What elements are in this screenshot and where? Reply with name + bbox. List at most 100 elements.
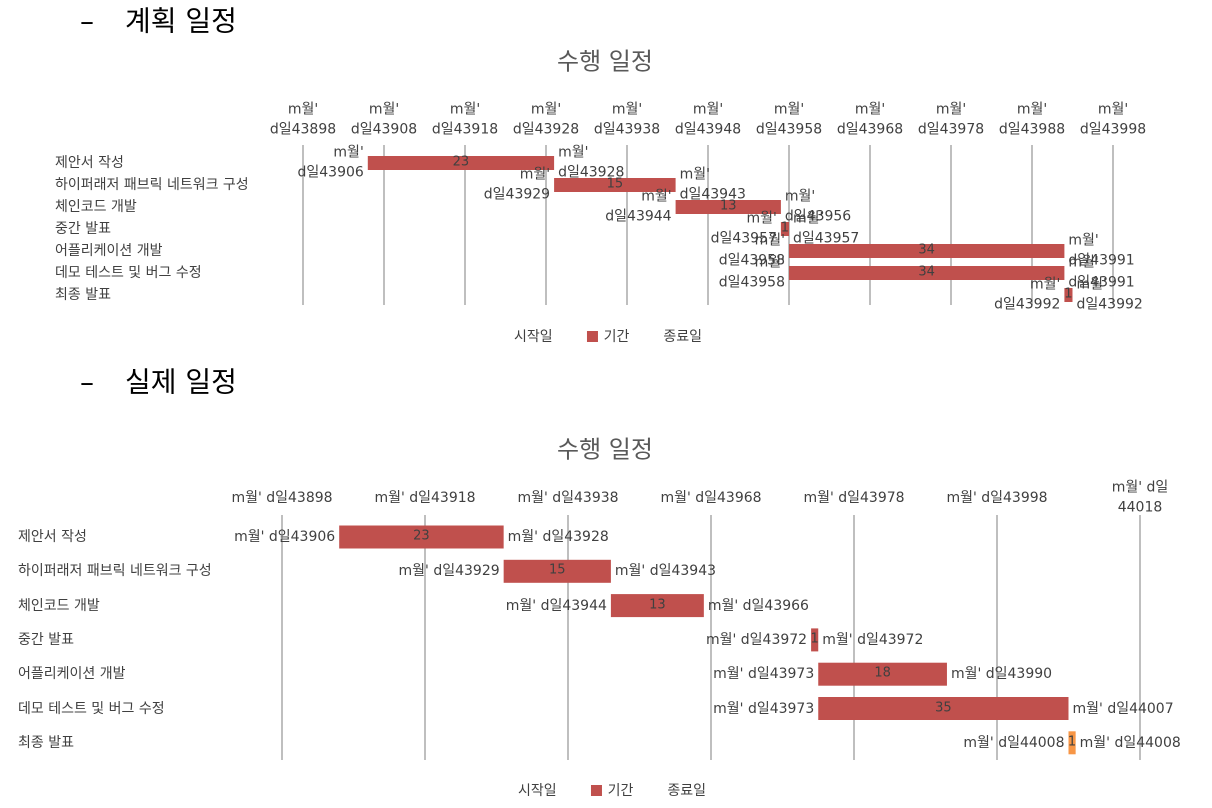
legend-swatch xyxy=(590,784,602,796)
start-segment xyxy=(302,222,781,236)
x-tick-label: m월' d일43928 xyxy=(512,101,580,138)
category-label: 데모 테스트 및 버그 수정 xyxy=(55,264,202,281)
end-label: m월' d일43928 xyxy=(507,528,609,545)
duration-label: 23 xyxy=(413,528,430,544)
end-label: m월' d일43990 xyxy=(950,666,1053,683)
heading-marker: – xyxy=(80,4,94,38)
duration-label: 23 xyxy=(452,154,470,170)
legend: 시작일 기간 종료일 xyxy=(514,326,730,346)
duration-label: 15 xyxy=(606,176,624,192)
heading: 계획 일정 xyxy=(125,4,237,38)
x-tick-label: m월' d일44018 xyxy=(1111,479,1169,516)
x-tick-label: m월' d일43938 xyxy=(517,489,619,506)
duration-label: 1 xyxy=(1067,734,1077,750)
end-label: m월' d일43991 xyxy=(1068,254,1135,291)
duration-label: 1 xyxy=(780,220,790,236)
end-label: m월' d일43943 xyxy=(614,563,717,580)
duration-bar xyxy=(554,178,676,192)
category-label: 체인코드 개발 xyxy=(55,198,137,215)
x-tick-label: m월' d일43958 xyxy=(755,101,823,138)
duration-label: 34 xyxy=(918,242,935,258)
chart-title: 수행 일정 xyxy=(557,435,653,464)
x-tick-label: m월' d일43898 xyxy=(269,101,337,138)
x-tick-label: m월' d일43918 xyxy=(431,101,499,138)
x-tick-label: m월' d일43968 xyxy=(660,489,762,506)
legend-label: 기간 xyxy=(607,783,634,799)
category-label: 제안서 작성 xyxy=(18,528,87,545)
duration-label: 15 xyxy=(548,562,566,578)
duration-label: 18 xyxy=(874,665,891,681)
duration-bar xyxy=(818,697,1069,720)
legend-label: 시작일 xyxy=(513,329,553,345)
end-label: m월' d일43991 xyxy=(1068,232,1135,269)
start-label: m월' d일44008 xyxy=(963,734,1065,751)
start-label: m월' d일43929 xyxy=(483,166,551,203)
x-tick-label: m월' d일43948 xyxy=(674,101,742,138)
end-label: m월' d일43957 xyxy=(793,210,860,247)
duration-bar xyxy=(367,156,555,170)
start-label: m월' d일43929 xyxy=(398,563,500,580)
start-label: m월' d일43906 xyxy=(297,144,364,181)
duration-bar xyxy=(789,244,1065,258)
duration-label: 1 xyxy=(1064,286,1073,302)
category-label: 체인코드 개발 xyxy=(18,597,100,614)
category-label: 어플리케이션 개발 xyxy=(55,242,163,259)
category-label: 어플리케이션 개발 xyxy=(18,666,126,683)
start-label: m월' d일43957 xyxy=(710,210,777,247)
start-label: m월' d일43992 xyxy=(994,276,1061,313)
end-label: m월' d일43943 xyxy=(679,166,746,203)
duration-bar xyxy=(339,525,504,549)
category-label: 제안서 작성 xyxy=(55,154,124,171)
start-label: m월' d일43958 xyxy=(718,232,785,269)
duration-label: 13 xyxy=(649,597,666,613)
duration-bar xyxy=(811,628,819,652)
category-label: 중간 발표 xyxy=(18,631,74,648)
duration-bar xyxy=(789,266,1065,280)
end-label: m월' d일43966 xyxy=(707,597,809,614)
legend-label: 종료일 xyxy=(667,783,707,799)
legend-swatch xyxy=(586,330,598,342)
x-tick-label: m월' d일43998 xyxy=(946,489,1048,506)
x-tick-label: m월' d일43938 xyxy=(593,101,661,138)
duration-bar xyxy=(1064,288,1073,302)
category-label: 최종 발표 xyxy=(18,734,74,751)
duration-bar xyxy=(1068,731,1076,755)
category-label: 하이퍼래저 패브릭 네트워크 구성 xyxy=(18,563,212,580)
legend-label: 종료일 xyxy=(663,329,703,345)
x-tick-label: m월' d일43988 xyxy=(998,101,1066,138)
start-label: m월' d일43973 xyxy=(713,700,815,717)
end-label: m월' d일43956 xyxy=(784,188,852,225)
end-label: m월' d일43992 xyxy=(1076,276,1143,313)
duration-label: 35 xyxy=(935,700,952,716)
legend-label: 기간 xyxy=(603,329,630,345)
start-label: m월' d일43944 xyxy=(505,597,607,614)
end-label: m월' d일44007 xyxy=(1072,700,1174,717)
legend-label: 시작일 xyxy=(517,783,557,799)
duration-label: 34 xyxy=(918,264,935,280)
x-tick-label: m월' d일43968 xyxy=(836,101,904,138)
x-tick-label: m월' d일43918 xyxy=(374,489,476,506)
x-tick-label: m월' d일43978 xyxy=(803,489,905,506)
start-segment xyxy=(281,731,1069,754)
duration-bar xyxy=(610,594,704,618)
end-label: m월' d일44008 xyxy=(1079,734,1181,751)
start-label: m월' d일43958 xyxy=(718,254,785,291)
start-label: m월' d일43944 xyxy=(605,188,672,225)
chart-title: 수행 일정 xyxy=(557,47,653,76)
start-label: m월' d일43973 xyxy=(713,666,815,683)
heading: 실제 일정 xyxy=(125,365,237,399)
start-label: m월' d일43906 xyxy=(234,528,336,545)
x-tick-label: m월' d일43908 xyxy=(350,101,418,138)
end-label: m월' d일43972 xyxy=(822,631,924,648)
start-label: m월' d일43972 xyxy=(705,631,808,648)
category-label: 최종 발표 xyxy=(55,286,111,303)
duration-label: 13 xyxy=(719,198,737,214)
heading-marker: – xyxy=(80,365,94,399)
duration-label: 1 xyxy=(810,631,819,647)
duration-bar xyxy=(675,200,781,214)
x-tick-label: m월' d일43898 xyxy=(231,489,333,506)
x-tick-label: m월' d일43998 xyxy=(1079,101,1147,138)
category-label: 데모 테스트 및 버그 수정 xyxy=(18,700,165,717)
